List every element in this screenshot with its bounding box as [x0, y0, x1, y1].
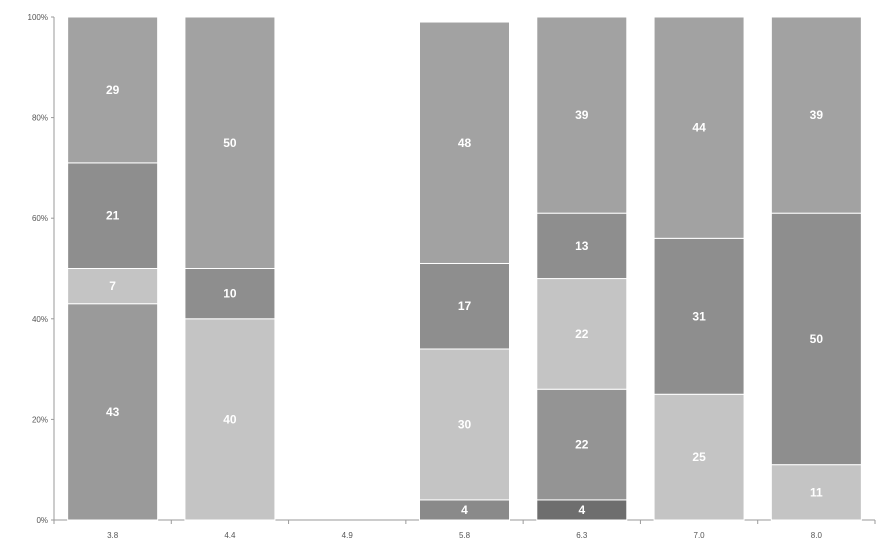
y-tick-label: 100%	[28, 13, 48, 22]
bar-segment	[419, 348, 510, 501]
bar-segment	[419, 21, 510, 264]
data-label: 29	[106, 83, 120, 97]
data-label: 10	[223, 287, 237, 301]
bar-segment	[653, 16, 745, 239]
bar-segment	[536, 212, 628, 280]
data-label: 4	[461, 503, 468, 517]
data-label: 48	[458, 136, 472, 150]
data-label: 17	[458, 299, 472, 313]
bar-segment	[67, 268, 159, 305]
data-label: 21	[106, 209, 120, 223]
bar-segment	[67, 303, 159, 521]
data-label: 22	[575, 327, 589, 341]
data-label: 39	[575, 108, 589, 122]
data-label: 22	[575, 438, 589, 452]
x-tick-label: 6.3	[576, 531, 588, 540]
data-label: 11	[810, 485, 823, 499]
bar-segment	[653, 237, 745, 395]
data-label: 44	[692, 121, 706, 135]
x-tick-label: 7.0	[694, 531, 706, 540]
bar-segment	[67, 16, 159, 164]
x-tick-label: 4.9	[342, 531, 354, 540]
segment-labels: 43 7 21 29 40 10 50 4 30 17 48 4 22 22 13 39 25 31 44 11 50 3…	[106, 83, 823, 517]
data-label: 31	[692, 309, 706, 323]
data-label: 30	[458, 417, 472, 431]
data-label: 4	[578, 503, 585, 517]
bar-segment	[536, 16, 628, 214]
bar-segment	[770, 464, 862, 521]
x-tick-label: 5.8	[459, 531, 471, 540]
x-tick-label: 3.8	[107, 531, 119, 540]
y-tick-label: 60%	[32, 214, 48, 223]
x-tick-label: 8.0	[811, 531, 823, 540]
data-label: 50	[810, 332, 824, 346]
bar-segment	[184, 16, 276, 269]
bar-segment	[770, 212, 862, 466]
bar-segment	[653, 393, 745, 521]
data-label: 39	[810, 108, 824, 122]
y-tick-label: 40%	[32, 315, 48, 324]
bar-segment	[536, 388, 628, 501]
y-tick-label: 0%	[36, 516, 48, 525]
bar-segment	[184, 318, 276, 521]
data-label: 7	[109, 279, 116, 293]
data-label: 13	[575, 239, 589, 253]
data-label: 50	[223, 136, 237, 150]
data-label: 43	[106, 405, 120, 419]
bar-segment	[67, 162, 159, 269]
bar-segment	[419, 262, 510, 350]
bar-segment	[536, 278, 628, 390]
y-tick-label: 80%	[32, 114, 48, 123]
y-tick-label: 20%	[32, 415, 48, 424]
bar-segment	[770, 16, 862, 214]
data-label: 25	[692, 450, 706, 464]
bars	[67, 16, 862, 521]
x-tick-label: 4.4	[224, 531, 236, 540]
data-label: 40	[223, 412, 237, 426]
